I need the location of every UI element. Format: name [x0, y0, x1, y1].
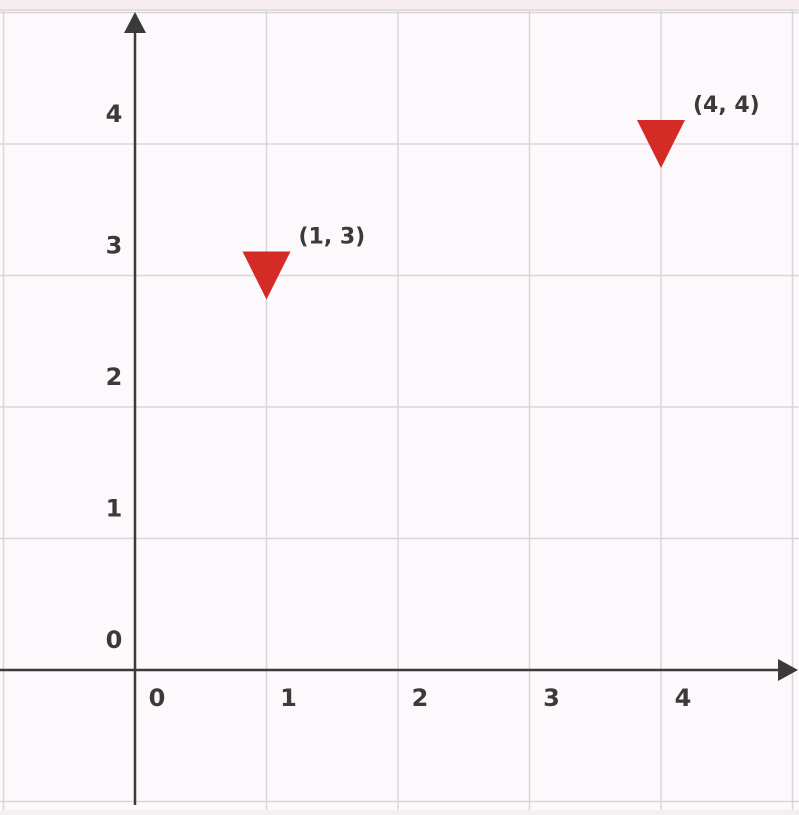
x-tick-label: 1	[280, 684, 297, 712]
triangle-marker	[637, 120, 685, 168]
point-labels: (1, 3) (4, 4)	[299, 93, 760, 250]
x-tick-label: 4	[675, 684, 692, 712]
y-tick-label: 1	[106, 495, 123, 523]
x-tick-label: 3	[543, 684, 560, 712]
tick-labels: 0 1 2 3 4 0 1 2 3 4	[106, 100, 692, 712]
y-tick-label: 0	[106, 626, 123, 654]
triangle-marker	[242, 251, 291, 300]
y-tick-label: 3	[106, 232, 123, 260]
point-label: (1, 3)	[299, 225, 366, 250]
y-tick-label: 4	[106, 100, 123, 128]
y-tick-label: 2	[106, 363, 123, 391]
x-tick-label: 0	[149, 684, 166, 712]
point-label: (4, 4)	[693, 93, 760, 118]
x-axis-arrow	[778, 659, 798, 681]
x-tick-label: 2	[412, 684, 429, 712]
y-axis-arrow	[124, 12, 146, 33]
data-points	[242, 120, 685, 300]
axes	[0, 12, 798, 805]
